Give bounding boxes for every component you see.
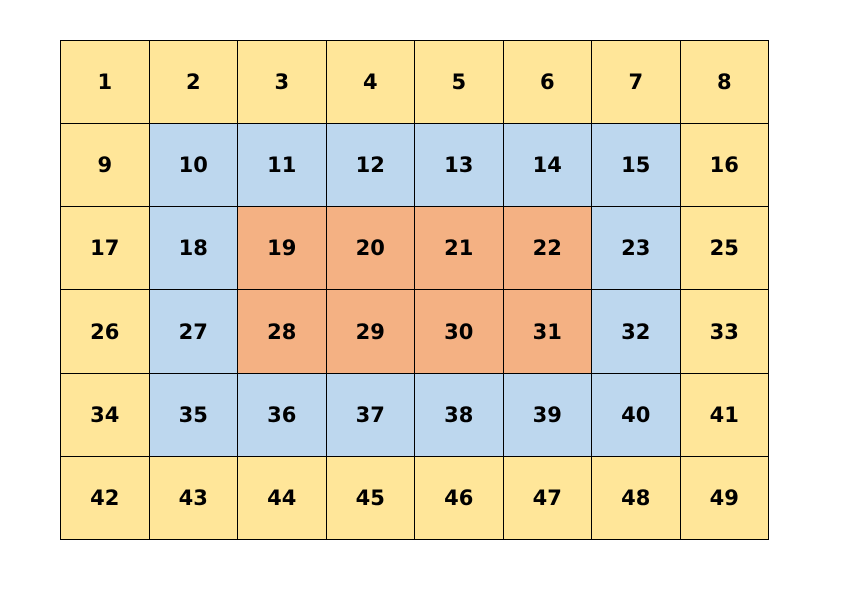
grid-cell-outer: 5	[415, 41, 504, 125]
grid-cell-middle: 13	[415, 124, 504, 208]
grid-cell-middle: 14	[503, 124, 592, 208]
grid-cell-inner: 28	[238, 290, 327, 374]
grid-cell-middle: 36	[238, 373, 327, 457]
grid-cell-outer: 49	[680, 456, 769, 540]
grid-cell-outer: 44	[238, 456, 327, 540]
grid-cell-inner: 20	[326, 207, 415, 291]
grid-cell-outer: 4	[326, 41, 415, 125]
grid-cell-middle: 40	[592, 373, 681, 457]
grid-cell-outer: 48	[592, 456, 681, 540]
grid-cell-middle: 11	[238, 124, 327, 208]
grid-cell-inner: 31	[503, 290, 592, 374]
grid-cell-middle: 23	[592, 207, 681, 291]
grid-cell-middle: 27	[149, 290, 238, 374]
grid-cell-outer: 45	[326, 456, 415, 540]
grid-cell-middle: 38	[415, 373, 504, 457]
grid-cell-outer: 2	[149, 41, 238, 125]
grid-cell-outer: 7	[592, 41, 681, 125]
grid-cell-middle: 39	[503, 373, 592, 457]
grid-cell-outer: 41	[680, 373, 769, 457]
grid-cell-outer: 25	[680, 207, 769, 291]
grid-cell-outer: 43	[149, 456, 238, 540]
numbered-grid: 1 2 3 4 5 6 7 8 9 10 11 12 13 14 15 16 17 18 19 20 21 22 23 25 2…	[60, 40, 769, 540]
grid-cell-outer: 16	[680, 124, 769, 208]
grid-cell-outer: 1	[61, 41, 150, 125]
grid-cell-outer: 8	[680, 41, 769, 125]
grid-cell-inner: 30	[415, 290, 504, 374]
grid-cell-inner: 22	[503, 207, 592, 291]
grid-cell-middle: 12	[326, 124, 415, 208]
grid-cell-inner: 21	[415, 207, 504, 291]
grid-cell-middle: 10	[149, 124, 238, 208]
grid-cell-outer: 42	[61, 456, 150, 540]
grid-cell-outer: 9	[61, 124, 150, 208]
grid-cell-outer: 6	[503, 41, 592, 125]
grid-cell-middle: 32	[592, 290, 681, 374]
grid-cell-outer: 33	[680, 290, 769, 374]
grid-cell-inner: 29	[326, 290, 415, 374]
grid-cell-outer: 34	[61, 373, 150, 457]
grid-cell-outer: 47	[503, 456, 592, 540]
grid-cell-middle: 37	[326, 373, 415, 457]
grid-cell-outer: 46	[415, 456, 504, 540]
grid-cell-outer: 3	[238, 41, 327, 125]
grid-cell-middle: 18	[149, 207, 238, 291]
grid-cell-outer: 26	[61, 290, 150, 374]
grid-cell-inner: 19	[238, 207, 327, 291]
grid-cell-middle: 35	[149, 373, 238, 457]
grid-cell-middle: 15	[592, 124, 681, 208]
grid-cell-outer: 17	[61, 207, 150, 291]
